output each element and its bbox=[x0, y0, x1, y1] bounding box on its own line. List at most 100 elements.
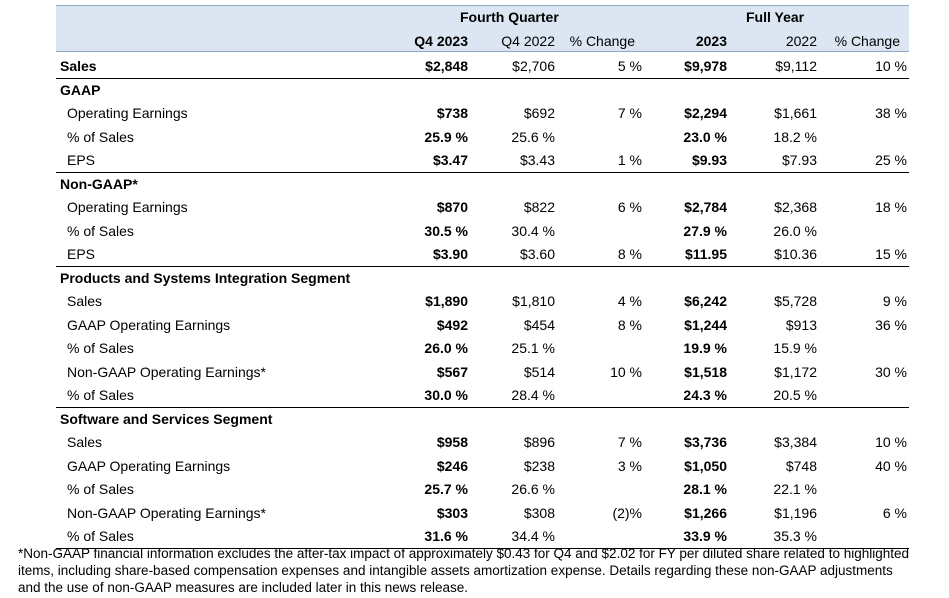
table-cell: $2,368 bbox=[774, 199, 817, 215]
row-label: GAAP Operating Earnings bbox=[67, 457, 231, 474]
col-header-2022: 2022 bbox=[785, 33, 817, 49]
table-cell: $3.43 bbox=[519, 152, 555, 168]
table-cell: 18 % bbox=[875, 199, 907, 215]
table-cell: $913 bbox=[785, 316, 817, 333]
row-label: Operating Earnings bbox=[67, 199, 188, 215]
table-cell: 1 % bbox=[617, 152, 642, 168]
table-cell: 28.1 % bbox=[683, 481, 727, 497]
table-cell: 18.2 % bbox=[773, 128, 817, 145]
table-cell: $1,244 bbox=[684, 316, 727, 333]
table-cell: 30 % bbox=[875, 363, 907, 380]
section-divider bbox=[56, 171, 909, 173]
col-header-q4-2022: Q4 2022 bbox=[501, 33, 555, 49]
table-cell: 8 % bbox=[617, 316, 642, 333]
table-cell: $738 bbox=[436, 105, 468, 121]
table-cell: 40 % bbox=[875, 457, 907, 474]
table-cell: $1,172 bbox=[774, 363, 817, 380]
table-cell: 4 % bbox=[617, 293, 642, 309]
footnote: *Non-GAAP financial information excludes… bbox=[18, 546, 910, 595]
row-label: Products and Systems Integration Segment bbox=[60, 269, 351, 286]
row-label: Sales bbox=[60, 58, 97, 74]
table-cell: 23.0 % bbox=[683, 128, 727, 145]
section-divider bbox=[56, 77, 909, 79]
table-cell: $958 bbox=[436, 434, 468, 450]
table-cell: $6,242 bbox=[684, 293, 727, 309]
table-cell: 35.3 % bbox=[773, 528, 817, 544]
table-cell: 25.1 % bbox=[511, 340, 555, 356]
row-label: Sales bbox=[67, 293, 103, 309]
row-label: % of Sales bbox=[67, 340, 134, 356]
table-cell: 26.0 % bbox=[424, 340, 468, 356]
table-cell: 5 % bbox=[617, 58, 642, 74]
table-cell: $692 bbox=[523, 105, 555, 121]
table-cell: $308 bbox=[523, 504, 555, 521]
table-cell: 19.9 % bbox=[683, 340, 727, 356]
table-cell: $454 bbox=[523, 316, 555, 333]
header-band bbox=[56, 5, 909, 52]
table-cell: 25.6 % bbox=[511, 128, 555, 145]
table-cell: $3.47 bbox=[432, 152, 468, 168]
table-cell: 6 % bbox=[617, 199, 642, 215]
row-label: % of Sales bbox=[67, 387, 134, 403]
row-label: Non-GAAP Operating Earnings* bbox=[67, 504, 266, 521]
table-cell: $1,196 bbox=[774, 504, 817, 521]
group-header-fourth-quarter: Fourth Quarter bbox=[460, 9, 559, 25]
table-cell: $303 bbox=[436, 504, 468, 521]
table-cell: $3.90 bbox=[432, 246, 468, 262]
table-cell: $1,890 bbox=[425, 293, 468, 309]
table-cell: 6 % bbox=[882, 504, 907, 521]
table-cell: $11.95 bbox=[684, 246, 727, 262]
table-cell: 9 % bbox=[882, 293, 907, 309]
table-cell: $1,518 bbox=[684, 363, 727, 380]
table-cell: 30.4 % bbox=[511, 222, 555, 239]
table-cell: $246 bbox=[436, 457, 468, 474]
table-cell: 26.0 % bbox=[773, 222, 817, 239]
table-cell: $10.36 bbox=[774, 246, 817, 262]
table-cell: 7 % bbox=[617, 105, 642, 121]
table-cell: $1,050 bbox=[684, 457, 727, 474]
row-label: Non-GAAP Operating Earnings* bbox=[67, 363, 266, 380]
table-cell: 15.9 % bbox=[773, 340, 817, 356]
table-cell: $9,978 bbox=[684, 58, 727, 74]
table-bottom-border bbox=[56, 547, 909, 549]
row-label: Software and Services Segment bbox=[60, 410, 273, 427]
table-cell: 3 % bbox=[617, 457, 642, 474]
table-cell: 30.0 % bbox=[424, 387, 468, 403]
section-divider bbox=[56, 406, 909, 408]
table-cell: $1,810 bbox=[512, 293, 555, 309]
row-label: % of Sales bbox=[67, 222, 134, 239]
col-header-pct-change-fy: % Change bbox=[834, 33, 900, 49]
table-cell: (2)% bbox=[612, 504, 642, 521]
table-cell: 10 % bbox=[875, 434, 907, 450]
table-cell: $2,294 bbox=[684, 105, 727, 121]
table-cell: $2,848 bbox=[425, 58, 468, 74]
table-cell: 36 % bbox=[875, 316, 907, 333]
row-label: % of Sales bbox=[67, 481, 134, 497]
table-cell: 22.1 % bbox=[773, 481, 817, 497]
table-cell: $1,266 bbox=[684, 504, 727, 521]
table-cell: 25 % bbox=[875, 152, 907, 168]
table-cell: 20.5 % bbox=[773, 387, 817, 403]
table-cell: 28.4 % bbox=[511, 387, 555, 403]
row-label: Operating Earnings bbox=[67, 105, 188, 121]
table-cell: 25.7 % bbox=[424, 481, 468, 497]
table-cell: $238 bbox=[523, 457, 555, 474]
table-cell: 7 % bbox=[617, 434, 642, 450]
table-cell: $5,728 bbox=[774, 293, 817, 309]
table-cell: $1,661 bbox=[774, 105, 817, 121]
table-cell: $748 bbox=[785, 457, 817, 474]
table-cell: 31.6 % bbox=[424, 528, 468, 544]
table-cell: 15 % bbox=[875, 246, 907, 262]
row-label: EPS bbox=[67, 246, 96, 262]
col-header-q4-2023: Q4 2023 bbox=[414, 33, 468, 49]
table-cell: $514 bbox=[523, 363, 555, 380]
col-header-pct-change-q4: % Change bbox=[569, 33, 635, 49]
row-label: GAAP Operating Earnings bbox=[67, 316, 231, 333]
row-label: Non-GAAP* bbox=[60, 175, 138, 192]
row-label: % of Sales bbox=[67, 528, 134, 544]
table-cell: $870 bbox=[436, 199, 468, 215]
col-header-2023: 2023 bbox=[695, 33, 727, 49]
table-cell: $3,384 bbox=[774, 434, 817, 450]
table-cell: 26.6 % bbox=[511, 481, 555, 497]
